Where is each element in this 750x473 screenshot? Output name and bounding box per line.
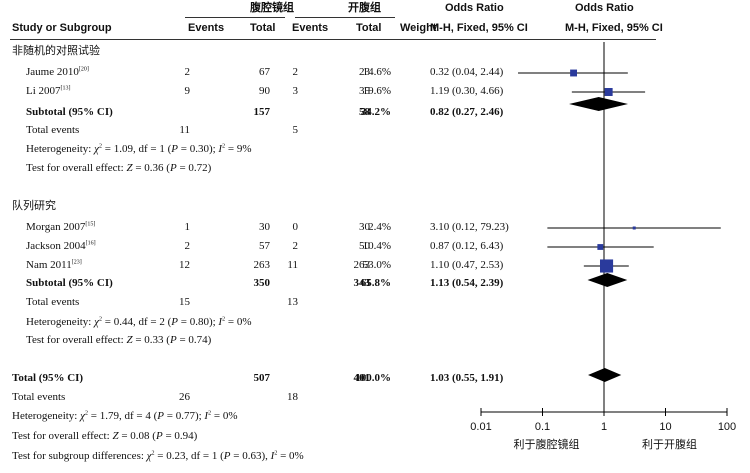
total2-cell: 30 [359,221,370,233]
x-tick-label: 0.1 [535,421,550,433]
total2-cell: 35 [359,85,370,97]
favors-left-label: 利于腹腔镜组 [514,437,580,451]
study-name: Jackson 2004[16] [26,240,96,252]
total2-cell: 263 [353,259,371,271]
weight-cell: 14.6% [362,66,391,78]
weight-cell: 10.4% [362,240,391,252]
total-diamond [588,368,622,382]
total1-header: Total [250,22,276,34]
total2-header: Total [356,22,382,34]
favors-right-label: 利于开腹组 [642,437,697,451]
study-marker [570,69,578,77]
study-marker [599,259,614,273]
events1-cell: 2 [184,240,191,252]
or-header-right: Odds Ratio [575,2,634,14]
total-events2: 5 [292,124,299,136]
study-marker [604,88,613,96]
heterogeneity-text: Heterogeneity: χ2 = 1.09, df = 1 (P = 0.… [26,143,252,155]
weight-cell: 2.4% [368,221,391,233]
total-total2: 401 [353,372,371,384]
subtotal-total2: 343 [353,277,371,289]
events2-cell: 3 [292,85,299,97]
ci-cell: 1.19 (0.30, 4.66) [430,85,504,97]
total-events-label: Total events [26,296,80,308]
overall-effect-text: Test for overall effect: Z = 0.33 (P = 0… [26,334,212,346]
group1-header: 腹腔镜组 [250,2,294,14]
ci-cell: 1.10 (0.47, 2.53) [430,259,504,271]
subtotal-weight: 34.2% [360,106,391,118]
events1-header: Events [188,22,225,34]
events1-cell: 9 [184,85,191,97]
or-header-left: Odds Ratio [445,2,504,14]
subtotal-total1: 350 [253,277,271,289]
overall-effect-text: Test for overall effect: Z = 0.08 (P = 0… [12,430,198,442]
total-events-label: Total events [12,391,66,403]
events2-cell: 11 [287,259,298,271]
total-events2: 13 [287,296,298,308]
method-header-left: M-H, Fixed, 95% CI [430,22,528,34]
group2-header: 开腹组 [348,2,381,14]
total-weight: 100.0% [355,372,391,384]
total-total1: 507 [253,372,271,384]
total1-cell: 263 [253,259,271,271]
subtotal-ci: 1.13 (0.54, 2.39) [430,277,504,289]
subtotal-label: Subtotal (95% CI) [26,106,113,118]
total-events-label: Total events [26,124,80,136]
subtotal-total2: 58 [359,106,370,118]
subgroup-title: 非随机的对照试验 [12,45,100,57]
x-tick-label: 10 [659,421,671,433]
group1-underline [185,17,285,18]
total-events2: 18 [287,391,298,403]
study-name: Nam 2011[23] [26,259,82,271]
x-tick-label: 100 [718,421,736,433]
events2-cell: 0 [292,221,299,233]
subtotal-diamond [569,97,629,111]
subgroup-diff-text: Test for subgroup differences: χ2 = 0.23… [12,450,304,462]
group2-underline [295,17,395,18]
total-events1: 15 [179,296,190,308]
total2-cell: 23 [359,66,370,78]
overall-effect-text: Test for overall effect: Z = 0.36 (P = 0… [26,162,212,174]
heterogeneity-text: Heterogeneity: χ2 = 0.44, df = 2 (P = 0.… [26,316,252,328]
subtotal-total1: 157 [253,106,271,118]
ci-cell: 3.10 (0.12, 79.23) [430,221,509,233]
total1-cell: 30 [259,221,270,233]
weight-cell: 53.0% [362,259,391,271]
study-marker [597,244,604,250]
total1-cell: 67 [259,66,270,78]
total2-cell: 50 [359,240,370,252]
events1-cell: 2 [184,66,191,78]
header-rule [10,39,656,40]
events2-header: Events [292,22,329,34]
total-label: Total (95% CI) [12,372,84,384]
study-name: Morgan 2007[15] [26,221,96,233]
study-col-header: Study or Subgroup [12,22,112,34]
total-ci: 1.03 (0.55, 1.91) [430,372,504,384]
study-name: Jaume 2010[20] [26,66,89,78]
method-header-right: M-H, Fixed, 95% CI [565,22,663,34]
total1-cell: 57 [259,240,270,252]
x-tick-label: 0.01 [470,421,491,433]
subtotal-label: Subtotal (95% CI) [26,277,113,289]
ci-cell: 0.32 (0.04, 2.44) [430,66,504,78]
total-events1: 26 [179,391,190,403]
total1-cell: 90 [259,85,270,97]
study-marker [632,226,636,230]
weight-cell: 19.6% [362,85,391,97]
heterogeneity-text: Heterogeneity: χ2 = 1.79, df = 4 (P = 0.… [12,410,238,422]
events1-cell: 1 [184,221,191,233]
events2-cell: 2 [292,240,299,252]
total-events1: 11 [179,124,190,136]
weight-header: Weight [400,22,437,34]
subgroup-title: 队列研究 [12,200,56,212]
subtotal-ci: 0.82 (0.27, 2.46) [430,106,504,118]
subtotal-diamond [587,273,628,287]
events2-cell: 2 [292,66,299,78]
subtotal-weight: 65.8% [360,277,391,289]
x-tick-label: 1 [601,421,607,433]
study-name: Li 2007[13] [26,85,71,97]
ci-cell: 0.87 (0.12, 6.43) [430,240,504,252]
events1-cell: 12 [179,259,190,271]
